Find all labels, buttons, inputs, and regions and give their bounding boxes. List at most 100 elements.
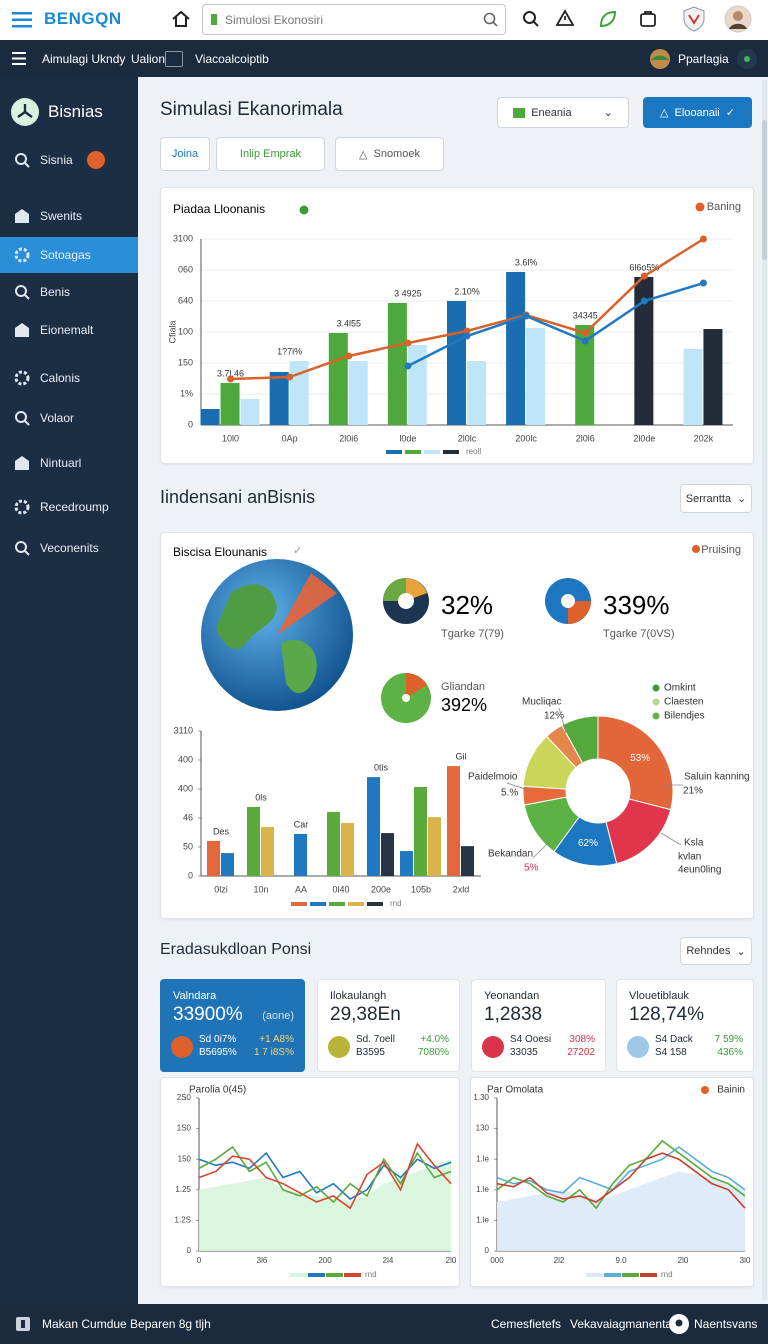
chart-link[interactable]: Bainin xyxy=(717,1085,745,1096)
y-tick-label: 0 xyxy=(188,419,193,429)
sidebar-item[interactable]: Sotoagas xyxy=(0,237,138,273)
tab[interactable]: Inlip Emprak xyxy=(216,137,325,171)
sidebar-icon xyxy=(15,323,29,337)
card-link[interactable]: Pruising xyxy=(701,544,741,556)
icon-shape xyxy=(14,499,30,515)
bar xyxy=(367,777,380,876)
sub-nav-item[interactable]: Viacoalcoiptib xyxy=(195,52,269,66)
tab[interactable]: Joina xyxy=(160,137,210,171)
x-tick-label: 0lzi xyxy=(214,884,228,894)
chart-card: 0 1.2S 1.25 150 1S0 2S0 Parolia 0(45) 0 3l6 200 2l… xyxy=(160,1077,460,1287)
line-marker xyxy=(581,329,589,337)
pie-annotation: 21% xyxy=(683,786,703,797)
y-tick-label: 1.le xyxy=(476,1154,489,1163)
bar xyxy=(506,271,526,425)
icon-shape xyxy=(15,541,27,553)
sub-nav-item[interactable]: Aimulagi Ukndy xyxy=(42,52,126,66)
pie-annotation: Ksla xyxy=(684,838,704,849)
primary-button[interactable]: △ Elooanaii ✓ xyxy=(643,97,752,128)
kpi-row-value: 1 7 i8S% xyxy=(253,1047,294,1058)
chevron: ✓ xyxy=(725,107,735,119)
dropdown[interactable]: Serrantta ⌄ xyxy=(680,484,752,513)
sidebar-item[interactable]: Veconenits xyxy=(0,530,138,566)
data-annotation: 3.7l.46 xyxy=(217,368,244,378)
sidebar-item[interactable]: Swenits xyxy=(0,198,138,234)
user-name[interactable]: Pparlagia xyxy=(678,52,729,66)
sidebar-icon xyxy=(15,411,30,426)
kpi-value: 29,38En xyxy=(330,1004,401,1025)
line-marker xyxy=(699,235,707,243)
sidebar-item[interactable]: Sisnia xyxy=(0,142,138,178)
scrollbar xyxy=(762,80,767,1300)
logo[interactable]: BENGQN xyxy=(44,9,122,28)
y-tick-label: 1.le xyxy=(476,1216,489,1225)
legend-label: Omkint xyxy=(664,683,696,694)
line-marker xyxy=(581,337,589,345)
line xyxy=(198,1142,452,1210)
icon-shape xyxy=(14,370,30,386)
kpi-row-label: B5695% xyxy=(199,1047,237,1058)
kpi-row-label: Sd. 7oell xyxy=(356,1034,395,1045)
shield-icon[interactable] xyxy=(682,6,706,32)
dropdown-label: Rehndes xyxy=(686,945,731,957)
x-tick-label: 2l0l6 xyxy=(576,433,595,443)
kpi-icon xyxy=(627,1036,649,1058)
x-tick-label: 202k xyxy=(694,433,714,443)
kpi-value: 33900% xyxy=(173,1004,243,1025)
kpi-card[interactable]: Vlouetiblauk 128,74% S4 Dack 7 59% S4 158 436… xyxy=(616,979,754,1072)
kpi-card[interactable]: Ilokaulangh 29,38En Sd. 7oell +4.0% B3595 708… xyxy=(317,979,460,1072)
kpi-card[interactable]: Valndara 33900% (aone) Sd 0i7% +1 A8% B5695% 1… xyxy=(160,979,305,1072)
data-annotation: 1?7i% xyxy=(277,346,302,356)
user-avatar[interactable] xyxy=(724,4,752,34)
x-tick-label: 2l0de xyxy=(633,433,655,443)
sidebar-item[interactable]: Eionemalt xyxy=(0,312,138,348)
sub-menu-icon[interactable] xyxy=(12,52,26,65)
home-icon[interactable] xyxy=(171,9,191,29)
bar xyxy=(447,301,466,425)
sidebar-item[interactable]: Calonis xyxy=(0,360,138,396)
line xyxy=(407,281,704,368)
kpi-row: S4 158 436% xyxy=(655,1047,743,1058)
bar xyxy=(200,409,220,425)
sidebar-item[interactable]: Benis xyxy=(0,274,138,310)
dropdown[interactable]: Rehndes ⌄ xyxy=(680,937,752,965)
kpi-card[interactable]: Yeonandan 1,2838 S4 Ooesi 308% 33035 27202 xyxy=(471,979,606,1072)
footer-link[interactable]: Cemesfietefs xyxy=(491,1317,562,1331)
tab[interactable]: △ Snomoek xyxy=(335,137,444,171)
legend-swatch xyxy=(405,450,421,454)
bar xyxy=(269,371,289,425)
dropdown[interactable]: Eneania ⌄ xyxy=(497,97,629,128)
search-button[interactable] xyxy=(522,10,540,28)
alert-icon[interactable] xyxy=(556,9,574,27)
kpi-icon xyxy=(482,1036,504,1058)
chart-link[interactable]: Baning xyxy=(707,201,741,213)
footer-link[interactable]: Naentsvans xyxy=(694,1317,758,1331)
data-annotation: 2.10% xyxy=(454,286,480,296)
legend-swatch xyxy=(652,684,660,692)
kpi-value: 1,2838 xyxy=(484,1004,543,1025)
title-badge xyxy=(299,205,309,215)
x-tick-label: 200lc xyxy=(515,433,537,443)
legend-swatch xyxy=(310,902,326,906)
y-tick-label: 0 xyxy=(187,1246,192,1255)
leaf-icon[interactable] xyxy=(598,9,618,29)
bar xyxy=(407,345,427,425)
footer-link[interactable]: Vekavaiagmanenta xyxy=(570,1317,673,1331)
line-marker xyxy=(463,327,471,335)
sidebar-label: Volaor xyxy=(40,411,75,425)
pie-slice xyxy=(605,798,672,865)
search-box[interactable]: Simulosi Ekonosiri xyxy=(202,4,506,35)
sidebar-item[interactable]: Nintuarl xyxy=(0,445,138,481)
y-tick-label: 50 xyxy=(183,841,193,851)
x-tick-label: l0de xyxy=(399,433,416,443)
globe-land xyxy=(281,639,317,694)
menu-icon[interactable] xyxy=(12,11,34,29)
sidebar-item[interactable]: Volaor xyxy=(0,400,138,436)
bag-icon[interactable] xyxy=(639,9,657,27)
sub-nav-item[interactable]: Ualion xyxy=(131,52,166,66)
brand-name[interactable]: Bisnias xyxy=(48,102,103,121)
sidebar-item[interactable]: Recedroump xyxy=(0,489,138,525)
scroll-thumb[interactable] xyxy=(762,120,767,260)
kpi-icon xyxy=(328,1036,350,1058)
